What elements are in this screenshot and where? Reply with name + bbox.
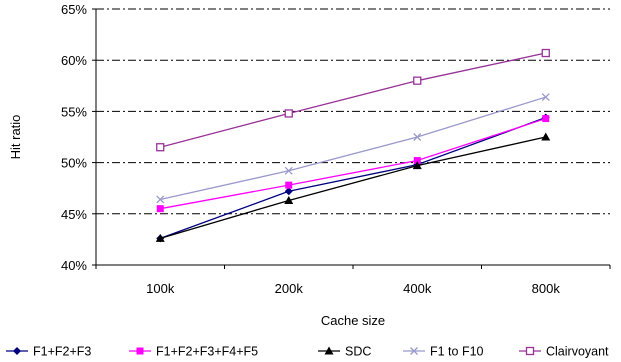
data-point bbox=[410, 347, 418, 355]
legend-item: F1 to F10 bbox=[403, 345, 484, 359]
series-line bbox=[160, 116, 546, 239]
series-line bbox=[160, 96, 546, 201]
legend-label: Clairvoyant bbox=[546, 345, 609, 359]
x-tick-label: 100k bbox=[146, 281, 175, 296]
legend-item: F1+F2+F3 bbox=[6, 345, 91, 359]
axes bbox=[95, 9, 610, 266]
data-point bbox=[542, 115, 550, 123]
y-axis-label: Hit ratio bbox=[8, 115, 23, 160]
series-f1-f2-f3-f4-f5 bbox=[156, 115, 550, 213]
data-point bbox=[413, 157, 421, 165]
x-tick-label: 200k bbox=[275, 281, 304, 296]
x-axis-label: Cache size bbox=[321, 313, 385, 328]
series-clairvoyant bbox=[156, 48, 550, 152]
data-point bbox=[412, 161, 422, 170]
series-sdc bbox=[155, 132, 551, 242]
data-point bbox=[541, 48, 550, 58]
x-tick-label: 800k bbox=[532, 281, 561, 296]
gridlines bbox=[96, 8, 610, 215]
x-ticks: 100k 200k 400k 800k bbox=[95, 265, 611, 296]
data-point bbox=[284, 187, 293, 196]
y-tick-label: 60% bbox=[61, 53, 87, 68]
y-tick-label: 55% bbox=[61, 104, 87, 119]
series bbox=[155, 48, 551, 243]
y-tick-label: 40% bbox=[61, 258, 87, 273]
data-point bbox=[541, 93, 550, 102]
data-point bbox=[324, 346, 334, 355]
data-point bbox=[525, 346, 535, 356]
legend: F1+F2+F3 F1+F2+F3+F4+F5 SDC F1 to F10 Clairv… bbox=[6, 345, 609, 359]
data-point bbox=[284, 109, 293, 118]
data-point bbox=[13, 347, 21, 355]
legend-label: F1+F2+F3 bbox=[33, 345, 91, 359]
y-tick-label: 65% bbox=[61, 2, 87, 17]
y-tick-label: 45% bbox=[61, 207, 87, 222]
data-point bbox=[155, 233, 165, 242]
y-tick-label: 50% bbox=[61, 156, 87, 171]
series-f1-to-f10 bbox=[156, 93, 550, 204]
y-ticks: 40% 45% 50% 55% 60% 65% bbox=[61, 2, 96, 273]
data-point bbox=[136, 347, 144, 355]
legend-label: SDC bbox=[345, 345, 371, 359]
x-tick-label: 400k bbox=[403, 281, 432, 296]
legend-item: SDC bbox=[318, 345, 371, 359]
series-line bbox=[160, 136, 546, 239]
data-point bbox=[413, 133, 422, 141]
data-point bbox=[284, 166, 293, 175]
data-point bbox=[285, 181, 293, 189]
data-point bbox=[413, 76, 422, 85]
data-point bbox=[284, 195, 294, 204]
data-point bbox=[156, 205, 164, 213]
legend-label: F1 to F10 bbox=[430, 345, 484, 359]
data-point bbox=[541, 132, 551, 141]
legend-item: F1+F2+F3+F4+F5 bbox=[129, 345, 258, 359]
legend-item: Clairvoyant bbox=[519, 345, 609, 359]
data-point bbox=[156, 143, 165, 152]
series-line bbox=[160, 52, 546, 148]
series-line bbox=[160, 117, 546, 210]
legend-label: F1+F2+F3+F4+F5 bbox=[156, 345, 258, 359]
data-point bbox=[156, 195, 165, 204]
